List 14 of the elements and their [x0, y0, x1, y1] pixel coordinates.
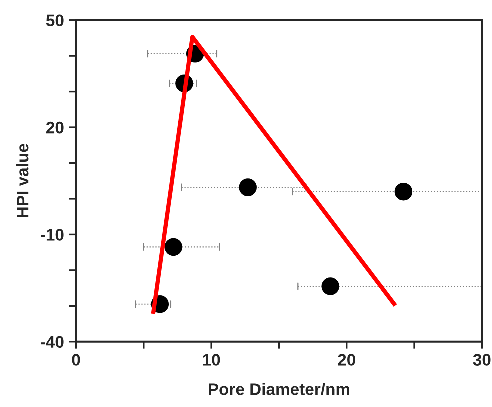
point	[164, 238, 183, 256]
x-tick-label: 10	[203, 354, 220, 366]
y-tick-label: -40	[41, 336, 64, 348]
point	[394, 182, 413, 201]
x-axis-title: Pore Diameter/nm	[209, 383, 350, 396]
x-tick-label: 0	[72, 354, 80, 366]
y-tick-label: 50	[46, 14, 64, 27]
y-axis-title: HPI value	[16, 144, 29, 218]
x-tick-label: 20	[338, 354, 356, 366]
y-tick-label: 20	[46, 122, 64, 134]
point	[239, 178, 257, 196]
x-tick-label: 30	[473, 354, 491, 366]
point	[322, 278, 340, 296]
y-tick-label: -10	[41, 229, 64, 241]
